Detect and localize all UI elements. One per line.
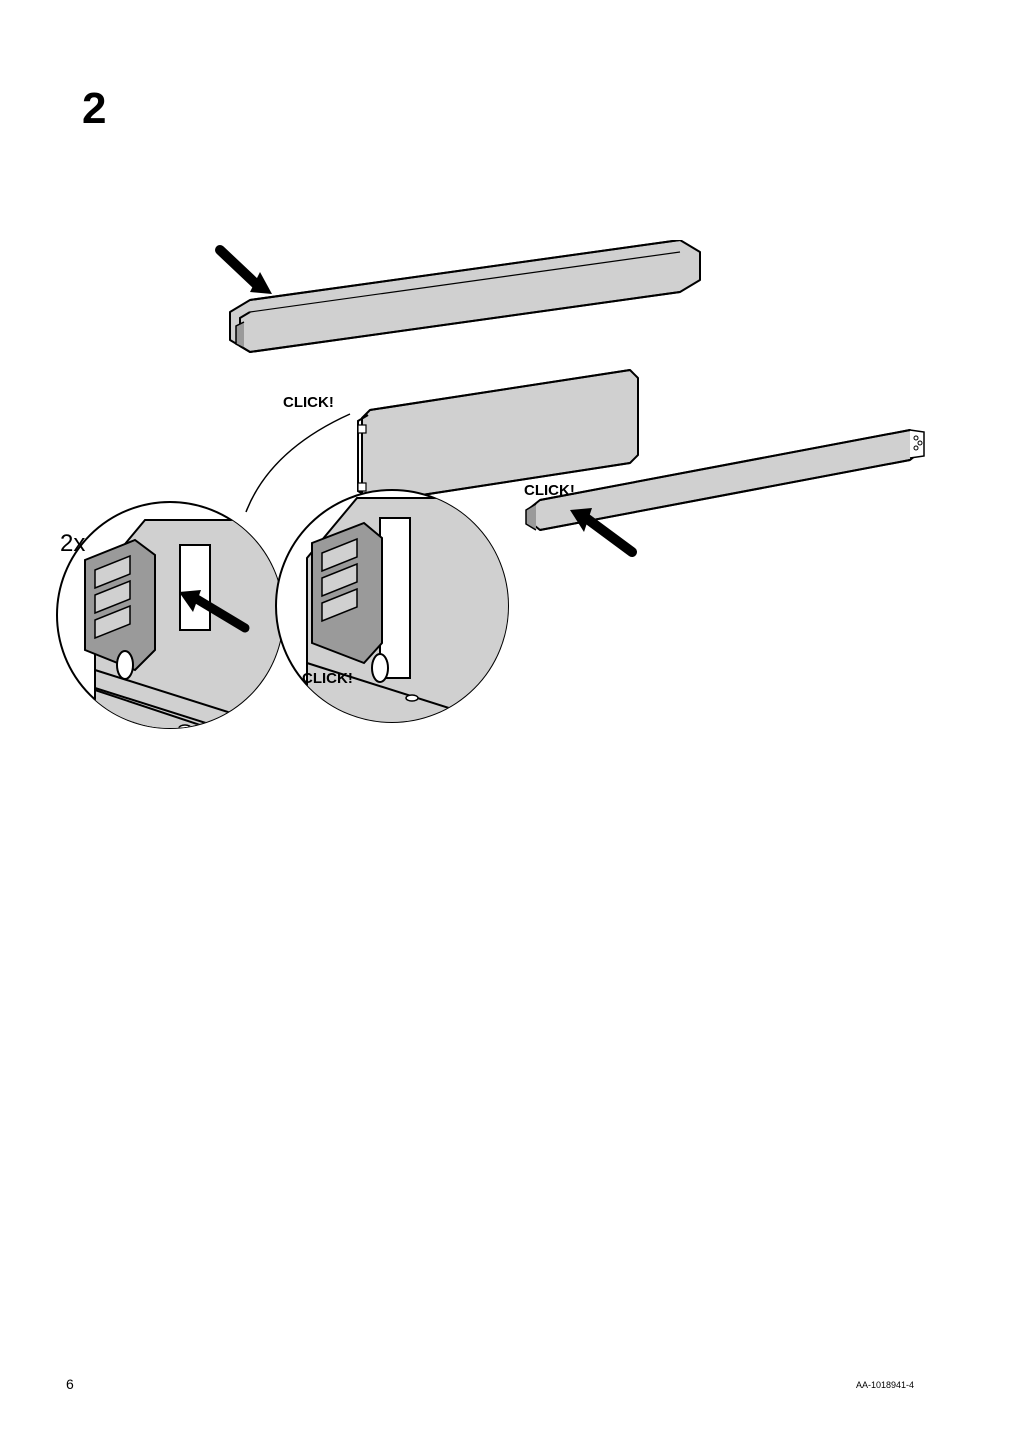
click-label-3: CLICK! — [302, 670, 353, 687]
click-label-1: CLICK! — [283, 394, 334, 411]
detail-left — [55, 500, 285, 730]
page-number: 6 — [66, 1376, 74, 1392]
click-label-2: CLICK! — [524, 482, 575, 499]
arrow-top — [220, 250, 272, 294]
quantity-label: 2x — [60, 530, 85, 558]
rail-mid — [358, 370, 638, 503]
document-id: AA-1018941-4 — [856, 1380, 914, 1390]
step-number: 2 — [82, 84, 106, 134]
detail-right — [272, 488, 512, 728]
rail-top — [230, 240, 700, 352]
instruction-page: 2 — [0, 0, 1012, 1432]
